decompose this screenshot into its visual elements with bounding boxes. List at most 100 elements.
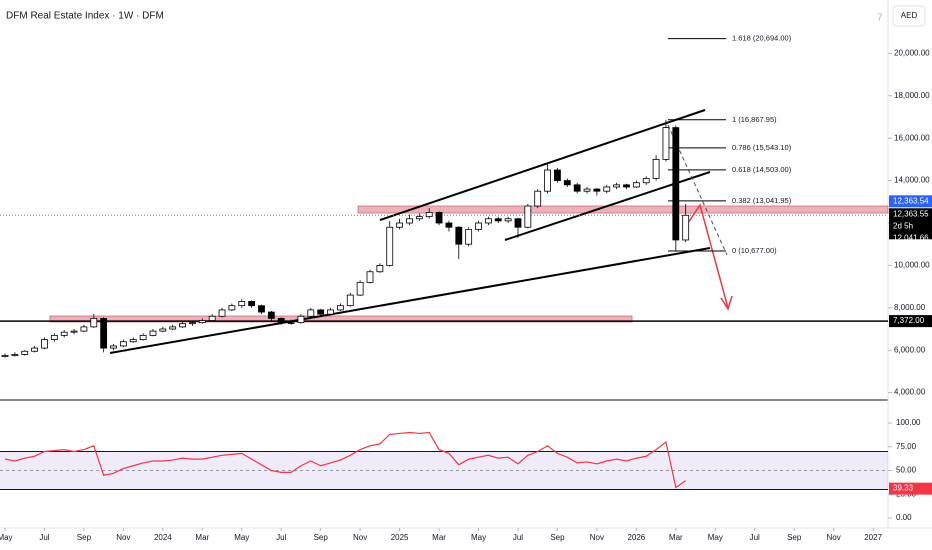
candle-body bbox=[70, 330, 78, 333]
candle-body bbox=[465, 228, 473, 245]
countdown-box bbox=[889, 208, 932, 240]
candle-body bbox=[129, 339, 137, 343]
candle-body bbox=[415, 216, 423, 220]
y2-tick-label: 100.00 bbox=[896, 418, 921, 427]
x-tick-label: Sep bbox=[787, 533, 802, 542]
candle-body bbox=[80, 326, 88, 332]
x-tick-label: 2027 bbox=[864, 533, 882, 542]
fib-label: 0.786 (15,543.10) bbox=[732, 143, 792, 152]
candle-body bbox=[356, 281, 364, 296]
x-tick-label: Jul bbox=[276, 533, 286, 542]
candle-body bbox=[632, 182, 640, 188]
candle-body bbox=[682, 214, 690, 241]
y-tick-label: 6,000.00 bbox=[894, 345, 926, 354]
candle-body bbox=[524, 205, 532, 228]
candle-body bbox=[484, 218, 492, 224]
x-tick-label: 2025 bbox=[391, 533, 409, 542]
last-price-label: 12,363.54 bbox=[893, 196, 929, 205]
x-tick-label: Sep bbox=[314, 533, 329, 542]
candle-body bbox=[208, 315, 216, 321]
candle-body bbox=[494, 218, 502, 222]
y2-tick-label: 75.00 bbox=[896, 442, 917, 451]
arrow-head bbox=[720, 295, 733, 311]
rsi-line bbox=[4, 431, 687, 489]
candle-body bbox=[563, 180, 571, 186]
x-tick-label: Mar bbox=[195, 533, 209, 542]
candle-body bbox=[603, 186, 611, 192]
candle-body bbox=[445, 222, 453, 228]
y-tick-label: 20,000.00 bbox=[894, 49, 930, 58]
resistance-zone bbox=[357, 205, 889, 214]
candle-body bbox=[228, 305, 236, 311]
x-tick-label: May bbox=[471, 533, 486, 542]
candle-body bbox=[31, 347, 38, 352]
chart-title: DFM Real Estate Index · 1W · DFM bbox=[6, 11, 164, 22]
candle-body bbox=[218, 309, 226, 317]
support-label-box bbox=[889, 315, 932, 328]
y-tick-label: 10,000.00 bbox=[894, 261, 930, 270]
candle-body bbox=[337, 305, 344, 311]
fib-label: 1 (16,867.95) bbox=[732, 115, 777, 124]
candle-body bbox=[376, 264, 384, 273]
currency-label[interactable]: AED bbox=[901, 11, 918, 20]
x-tick-label: May bbox=[708, 533, 723, 542]
rsi-last-label: 39.33 bbox=[893, 484, 914, 493]
candle-body bbox=[179, 323, 186, 328]
candle-body bbox=[50, 334, 58, 340]
candle-body bbox=[60, 331, 68, 336]
x-tick-label: Nov bbox=[827, 533, 841, 542]
candle-body bbox=[504, 218, 512, 222]
candle-body bbox=[652, 158, 660, 179]
price-label: 12,041.66 bbox=[893, 233, 929, 242]
candle-body bbox=[672, 127, 680, 241]
trendline bbox=[379, 109, 706, 221]
candle-body bbox=[1, 355, 9, 357]
candle-body bbox=[307, 309, 315, 317]
candle-body bbox=[544, 169, 551, 192]
candle-body bbox=[475, 222, 482, 230]
x-tick-label: Jul bbox=[39, 533, 49, 542]
candle-body bbox=[662, 127, 670, 160]
candle-body bbox=[327, 309, 334, 315]
y-tick-label: 16,000.00 bbox=[894, 133, 930, 142]
x-tick-label: Nov bbox=[590, 533, 604, 542]
candle-body bbox=[534, 190, 542, 207]
corner-note: 7 bbox=[877, 13, 883, 24]
x-tick-label: Jul bbox=[513, 533, 523, 542]
candle-body bbox=[238, 301, 246, 307]
candle-body bbox=[267, 311, 275, 319]
currency-button[interactable] bbox=[892, 5, 926, 27]
candle-body bbox=[258, 305, 265, 313]
candle-body bbox=[11, 354, 19, 356]
candle-body bbox=[583, 188, 591, 192]
candle-body bbox=[406, 218, 413, 224]
y-tick-label: 8,000.00 bbox=[894, 303, 926, 312]
candle-body bbox=[277, 317, 285, 324]
y2-tick-label: 0.00 bbox=[896, 513, 912, 522]
x-tick-label: May bbox=[234, 533, 249, 542]
candle-body bbox=[287, 322, 295, 324]
candle-body bbox=[386, 226, 394, 266]
candle-body bbox=[642, 178, 650, 184]
x-tick-label: Nov bbox=[116, 533, 130, 542]
x-tick-label: Sep bbox=[550, 533, 565, 542]
fib-label: 0.382 (13,041.95) bbox=[732, 196, 792, 205]
price-label: 2d 5h bbox=[893, 221, 913, 230]
arrow bbox=[685, 203, 729, 309]
candle-body bbox=[514, 218, 522, 228]
candle-body bbox=[169, 326, 177, 330]
x-tick-label: Sep bbox=[77, 533, 92, 542]
candle-body bbox=[554, 169, 561, 182]
y-tick-label: 4,000.00 bbox=[894, 388, 926, 397]
last-price-label-box bbox=[889, 195, 932, 208]
rsi-last-label-box bbox=[889, 482, 932, 495]
trendline bbox=[109, 247, 711, 354]
candle-body bbox=[593, 188, 601, 192]
candle-body bbox=[317, 309, 325, 315]
fib-label: 0 (10,677.00) bbox=[732, 246, 777, 255]
candle-body bbox=[110, 345, 117, 349]
y2-tick-label: 50.00 bbox=[896, 466, 917, 475]
